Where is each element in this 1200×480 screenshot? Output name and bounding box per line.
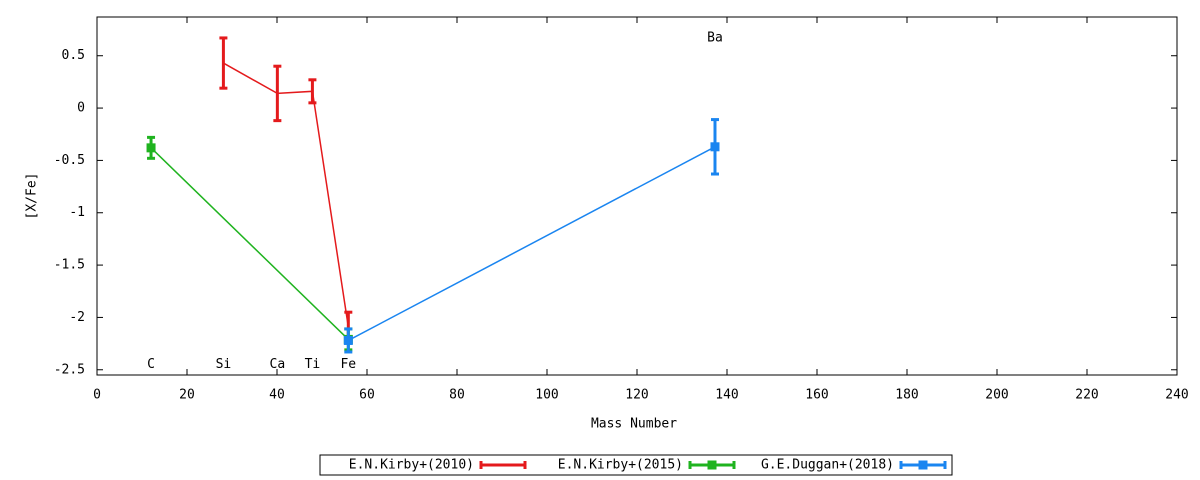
point-marker bbox=[343, 335, 353, 345]
y-tick-label: -1 bbox=[69, 205, 85, 220]
point-marker bbox=[710, 142, 720, 152]
legend-swatch bbox=[918, 460, 928, 470]
legend-label: E.N.Kirby+(2015) bbox=[558, 458, 683, 473]
x-tick-label: 180 bbox=[895, 388, 918, 403]
series-line bbox=[150, 147, 349, 340]
error-bar bbox=[273, 64, 282, 123]
error-bar bbox=[219, 36, 228, 90]
y-tick-label: -2.5 bbox=[54, 362, 85, 377]
x-tick-label: 200 bbox=[985, 388, 1008, 403]
y-axis-label: [X/Fe] bbox=[25, 173, 40, 220]
legend-label: G.E.Duggan+(2018) bbox=[761, 458, 894, 473]
x-tick-label: 40 bbox=[269, 388, 285, 403]
element-label: Si bbox=[216, 357, 232, 372]
x-tick-label: 220 bbox=[1075, 388, 1098, 403]
y-tick-label: 0 bbox=[77, 101, 85, 116]
element-label: Ti bbox=[305, 357, 321, 372]
y-tick-label: -2 bbox=[69, 310, 85, 325]
element-label: Ba bbox=[707, 30, 723, 45]
element-label: Ca bbox=[270, 357, 286, 372]
x-tick-label: 160 bbox=[805, 388, 828, 403]
x-tick-label: 60 bbox=[359, 388, 375, 403]
x-tick-label: 240 bbox=[1165, 388, 1188, 403]
x-tick-label: 20 bbox=[179, 388, 195, 403]
legend-swatch bbox=[707, 460, 717, 470]
y-tick-label: 0.5 bbox=[62, 48, 85, 63]
x-tick-label: 100 bbox=[535, 388, 558, 403]
plot-frame bbox=[96, 16, 1178, 376]
legend-label: E.N.Kirby+(2010) bbox=[349, 458, 474, 473]
element-label: Fe bbox=[340, 357, 356, 372]
x-tick-label: 120 bbox=[625, 388, 648, 403]
y-tick-label: -0.5 bbox=[54, 153, 85, 168]
y-tick-label: -1.5 bbox=[54, 258, 85, 273]
x-axis-label: Mass Number bbox=[591, 417, 677, 432]
x-tick-label: 0 bbox=[93, 388, 101, 403]
series-line bbox=[223, 62, 350, 327]
x-tick-label: 80 bbox=[449, 388, 465, 403]
legend bbox=[319, 454, 953, 476]
x-tick-label: 140 bbox=[715, 388, 738, 403]
error-bar bbox=[308, 78, 317, 105]
point-marker bbox=[146, 143, 156, 153]
series-line bbox=[347, 146, 716, 342]
element-label: C bbox=[147, 357, 155, 372]
